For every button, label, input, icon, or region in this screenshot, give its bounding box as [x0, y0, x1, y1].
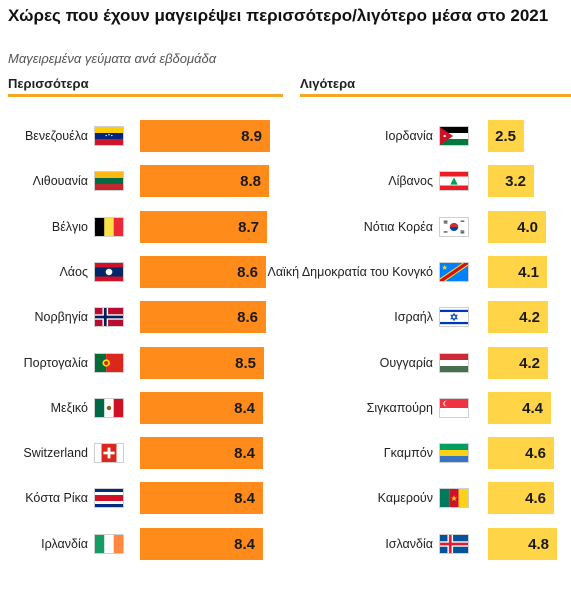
bar-value-label: 8.4: [234, 489, 255, 507]
country-label-more: Βενεζουέλα: [24, 129, 88, 143]
country-label-less: Λίβανος: [388, 174, 433, 188]
country-label-less: Σιγκαπούρη: [366, 401, 433, 415]
country-label-more: Switzerland: [23, 446, 88, 460]
bar-value-label: 4.2: [519, 354, 540, 372]
bar-value-label: 8.4: [234, 535, 255, 553]
norway-flag-icon: [94, 307, 124, 327]
country-label-less: Καμερούν: [377, 491, 433, 505]
country-label-more: Πορτογαλία: [23, 356, 88, 370]
bar-value-label: 2.5: [495, 127, 516, 145]
panel-title-less: Λιγότερα: [300, 76, 356, 91]
country-label-less: Λαϊκή Δημοκρατία του Κονγκό: [267, 265, 433, 279]
panel-rule-less: [300, 94, 571, 97]
bar-more: 8.9: [140, 120, 270, 152]
bar-value-label: 8.7: [238, 218, 259, 236]
dr-congo-flag-icon: [439, 262, 469, 282]
gabon-flag-icon: [439, 443, 469, 463]
country-label-less: Νότια Κορέα: [363, 220, 433, 234]
panel-rule-more: [8, 94, 283, 97]
iceland-flag-icon: [439, 534, 469, 554]
bar-less: 4.6: [488, 482, 554, 514]
mexico-flag-icon: [94, 398, 124, 418]
country-label-less: Ισραήλ: [394, 310, 433, 324]
bar-value-label: 4.8: [528, 535, 549, 553]
belgium-flag-icon: [94, 217, 124, 237]
bar-less: 4.1: [488, 256, 547, 288]
bar-more: 8.6: [140, 256, 266, 288]
portugal-flag-icon: [94, 353, 124, 373]
bar-more: 8.5: [140, 347, 264, 379]
bar-less: 3.2: [488, 165, 534, 197]
hungary-flag-icon: [439, 353, 469, 373]
bar-less: 4.0: [488, 211, 546, 243]
israel-flag-icon: [439, 307, 469, 327]
jordan-flag-icon: [439, 126, 469, 146]
bar-more: 8.8: [140, 165, 269, 197]
bar-value-label: 4.0: [517, 218, 538, 236]
country-label-more: Μεξικό: [50, 401, 88, 415]
cameroon-flag-icon: [439, 488, 469, 508]
bar-more: 8.4: [140, 528, 263, 560]
bar-value-label: 8.9: [241, 127, 262, 145]
country-label-more: Λιθουανία: [32, 174, 88, 188]
bar-value-label: 3.2: [505, 172, 526, 190]
panel-title-more: Περισσότερα: [8, 76, 89, 91]
chart-title: Χώρες που έχουν μαγειρέψει περισσότερο/λ…: [8, 6, 549, 25]
country-label-less: Ουγγαρία: [379, 356, 433, 370]
bar-less: 4.6: [488, 437, 554, 469]
bar-value-label: 8.6: [237, 308, 258, 326]
lebanon-flag-icon: [439, 171, 469, 191]
bar-more: 8.7: [140, 211, 267, 243]
chart-subtitle: Μαγειρεμένα γεύματα ανά εβδομάδα: [8, 51, 217, 66]
bar-less: 4.4: [488, 392, 551, 424]
bar-less: 4.8: [488, 528, 557, 560]
switzerland-flag-icon: [94, 443, 124, 463]
venezuela-flag-icon: [94, 126, 124, 146]
bar-value-label: 4.6: [525, 489, 546, 507]
country-label-more: Βέλγιο: [51, 220, 88, 234]
bar-value-label: 4.6: [525, 444, 546, 462]
country-label-more: Κόστα Ρίκα: [25, 491, 88, 505]
bar-less: 2.5: [488, 120, 524, 152]
bar-value-label: 4.4: [522, 399, 543, 417]
bar-more: 8.6: [140, 301, 266, 333]
bar-more: 8.4: [140, 437, 263, 469]
ireland-flag-icon: [94, 534, 124, 554]
singapore-flag-icon: [439, 398, 469, 418]
country-label-more: Νορβηγία: [34, 310, 89, 324]
bar-value-label: 8.4: [234, 399, 255, 417]
bar-value-label: 4.1: [518, 263, 539, 281]
bar-more: 8.4: [140, 482, 263, 514]
country-label-more: Λάος: [59, 265, 88, 279]
bar-value-label: 8.4: [234, 444, 255, 462]
country-label-less: Ιορδανία: [385, 129, 433, 143]
bar-more: 8.4: [140, 392, 263, 424]
south-korea-flag-icon: [439, 217, 469, 237]
bar-value-label: 8.6: [237, 263, 258, 281]
bar-value-label: 8.8: [240, 172, 261, 190]
bar-less: 4.2: [488, 301, 548, 333]
country-label-more: Ιρλανδία: [41, 537, 88, 551]
country-label-less: Γκαμπόν: [383, 446, 433, 460]
laos-flag-icon: [94, 262, 124, 282]
costa-rica-flag-icon: [94, 488, 124, 508]
bar-value-label: 8.5: [235, 354, 256, 372]
bar-value-label: 4.2: [519, 308, 540, 326]
lithuania-flag-icon: [94, 171, 124, 191]
bar-less: 4.2: [488, 347, 548, 379]
country-label-less: Ισλανδία: [385, 537, 433, 551]
